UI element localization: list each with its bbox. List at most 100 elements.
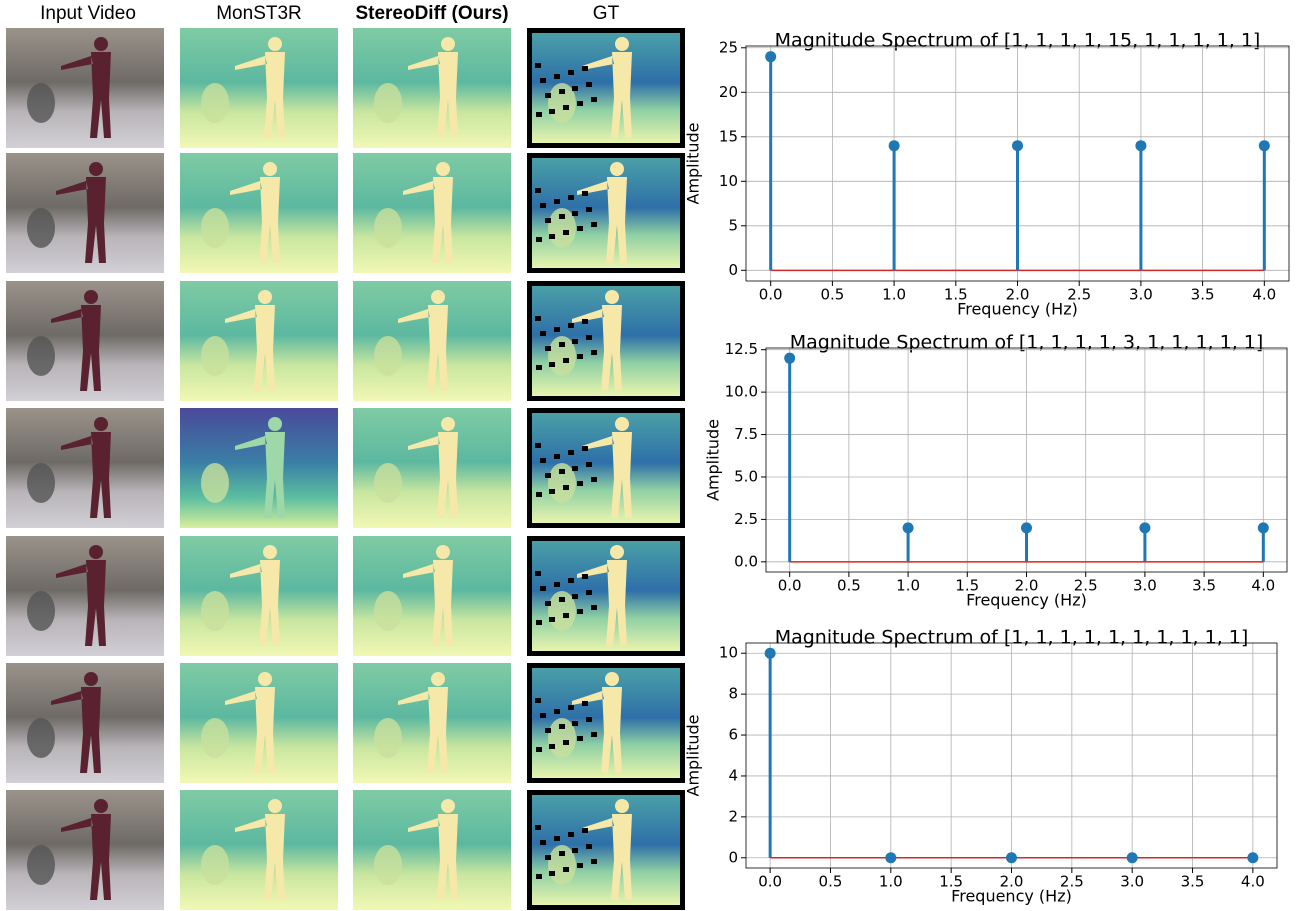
depth-hole	[554, 327, 560, 332]
depth-hole	[535, 825, 541, 830]
depth-hole	[535, 571, 541, 576]
person-head	[441, 37, 455, 51]
depth-hole	[540, 78, 546, 83]
depth-hole	[545, 601, 551, 606]
person-head	[89, 545, 103, 559]
depth-hole	[559, 597, 565, 602]
person-body	[56, 560, 106, 646]
depth-hole	[549, 744, 555, 749]
person-body	[61, 52, 111, 138]
depth-hole	[568, 195, 574, 200]
image	[6, 408, 164, 528]
chair	[27, 336, 55, 376]
y-tick-label: 0	[728, 848, 738, 866]
depth-hole	[554, 199, 560, 204]
image	[6, 536, 164, 656]
y-tick-label: 20	[719, 83, 738, 101]
x-tick-label: 4.0	[1252, 286, 1276, 304]
image	[180, 790, 338, 910]
plot-frame	[765, 347, 1288, 573]
x-tick-label: 1.0	[879, 873, 903, 891]
y-tick-label: 10.0	[725, 383, 758, 401]
depth-hole	[549, 871, 555, 876]
y-tick-label: 0	[728, 261, 738, 279]
depth-hole	[572, 339, 578, 344]
person-body	[230, 177, 280, 263]
depth-hole	[568, 323, 574, 328]
chair	[374, 591, 402, 631]
image	[6, 153, 164, 273]
person-body	[61, 814, 111, 900]
y-tick-label: 6	[728, 726, 738, 744]
stem-marker	[1139, 522, 1151, 534]
person-head	[268, 417, 282, 431]
depth-hole	[582, 446, 588, 451]
person-body	[408, 52, 458, 138]
image	[353, 790, 511, 910]
person-head	[436, 162, 450, 176]
person-body	[235, 432, 285, 518]
chair	[201, 591, 229, 631]
depth-hole	[582, 66, 588, 71]
y-tick-label: 4	[728, 766, 738, 784]
depth-hole	[591, 859, 597, 864]
depth-hole	[582, 319, 588, 324]
column-header: MonST3R	[216, 3, 302, 24]
chair	[27, 845, 55, 885]
image	[180, 28, 338, 148]
depth-hole	[535, 443, 541, 448]
depth-hole	[572, 594, 578, 599]
chair	[374, 208, 402, 248]
y-tick-label: 25	[719, 38, 738, 56]
person-head	[441, 799, 455, 813]
person-body	[225, 305, 275, 391]
x-tick-label: 0.0	[759, 286, 783, 304]
chair	[27, 83, 55, 123]
depth-hole	[591, 97, 597, 102]
chair	[201, 845, 229, 885]
depth-hole	[568, 705, 574, 710]
x-tick-label: 1.0	[896, 577, 920, 595]
x-tick-label: 2.5	[1074, 577, 1098, 595]
depth-hole	[591, 222, 597, 227]
person-head	[94, 417, 108, 431]
stem-marker	[885, 852, 897, 864]
depth-hole	[549, 489, 555, 494]
depth-hole	[586, 590, 592, 595]
x-tick-label: 3.0	[1120, 873, 1144, 891]
x-tick-label: 2.5	[1067, 286, 1091, 304]
y-tick-label: 12.5	[725, 340, 758, 358]
depth-hole	[559, 342, 565, 347]
person-body	[51, 687, 101, 773]
depth-hole	[568, 70, 574, 75]
chair	[374, 463, 402, 503]
depth-hole	[582, 828, 588, 833]
chair	[374, 718, 402, 758]
person-body	[582, 814, 632, 900]
image	[6, 790, 164, 910]
person-body	[577, 560, 627, 646]
chair	[201, 718, 229, 758]
x-tick-label: 2.0	[1000, 873, 1024, 891]
x-tick-label: 0.0	[778, 577, 802, 595]
y-tick-label: 8	[728, 685, 738, 703]
person-head	[84, 672, 98, 686]
y-tick-label: 5.0	[734, 467, 758, 485]
person-body	[56, 177, 106, 263]
column-header: StereoDiff (Ours)	[355, 3, 508, 24]
person-body	[230, 560, 280, 646]
person-head	[431, 290, 445, 304]
y-tick-label: 15	[719, 127, 738, 145]
column-header: GT	[593, 3, 620, 24]
person-body	[582, 432, 632, 518]
y-tick-label: 0.0	[734, 552, 758, 570]
image	[353, 153, 511, 273]
y-tick-label: 7.5	[734, 425, 758, 443]
image-grid	[6, 28, 685, 910]
person-head	[258, 672, 272, 686]
depth-hole	[582, 191, 588, 196]
depth-hole	[540, 331, 546, 336]
depth-hole	[540, 458, 546, 463]
